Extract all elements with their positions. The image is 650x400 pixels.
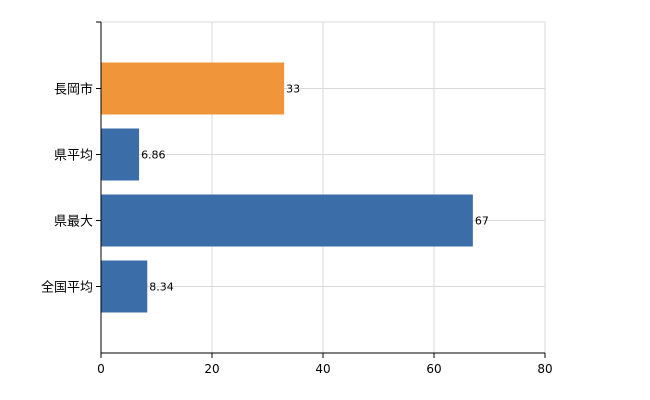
bar [101, 194, 473, 247]
x-tick-label: 40 [315, 362, 330, 376]
data-label: 6.86 [141, 149, 166, 162]
bar [101, 62, 285, 115]
data-label: 67 [475, 215, 489, 228]
x-tick-label: 0 [97, 362, 105, 376]
data-label: 33 [286, 83, 300, 96]
bars-layer [101, 62, 473, 313]
category-label: 県最大 [54, 215, 93, 230]
x-tick-label: 80 [537, 362, 552, 376]
bar [101, 128, 140, 181]
axes-layer [96, 21, 546, 358]
category-label: 全国平均 [41, 280, 93, 296]
x-tick-label: 60 [426, 362, 441, 376]
data-label: 8.34 [149, 281, 174, 294]
x-tick-label: 20 [204, 362, 219, 376]
category-label: 県平均 [54, 149, 93, 164]
category-label: 長岡市 [54, 82, 93, 98]
bar [101, 260, 148, 313]
